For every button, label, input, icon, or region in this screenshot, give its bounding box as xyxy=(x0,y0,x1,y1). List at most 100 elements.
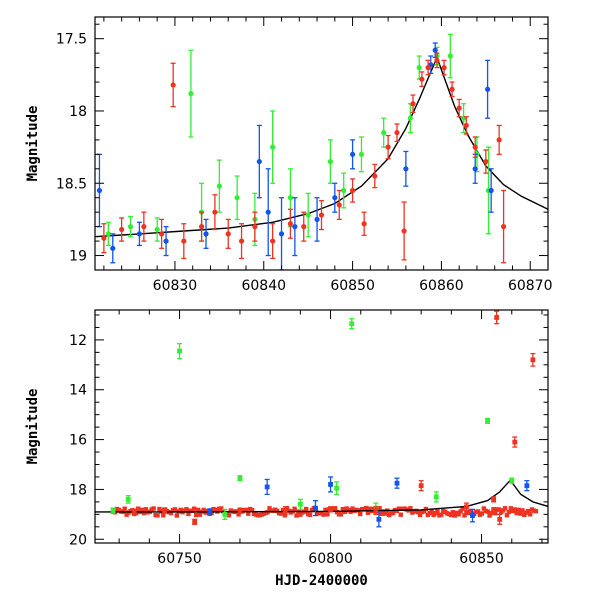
band-point xyxy=(377,505,382,511)
band-point xyxy=(516,507,521,513)
band-point xyxy=(533,509,539,514)
x-tick-label: 60830 xyxy=(153,278,198,294)
data-point xyxy=(341,187,347,194)
data-point xyxy=(318,212,325,218)
data-point xyxy=(301,224,307,230)
band-point xyxy=(435,509,440,514)
band-point xyxy=(475,509,481,514)
data-point xyxy=(332,195,338,201)
band-point xyxy=(439,512,444,517)
band-point xyxy=(172,507,178,512)
y-tick-label: 18 xyxy=(69,482,87,498)
data-point xyxy=(419,76,425,82)
data-point xyxy=(105,231,111,237)
data-point xyxy=(464,504,469,510)
y-axis-label: Magnitude xyxy=(25,106,41,182)
data-point xyxy=(385,144,391,150)
band-point xyxy=(294,513,299,518)
data-point xyxy=(265,209,271,215)
data-point xyxy=(416,65,422,71)
data-point xyxy=(256,158,262,165)
band-point xyxy=(201,507,207,513)
band-point xyxy=(468,508,473,514)
data-point xyxy=(264,484,270,490)
band-point xyxy=(155,513,160,518)
data-point xyxy=(463,122,469,129)
data-point xyxy=(381,130,387,136)
band-point xyxy=(502,506,508,511)
data-point xyxy=(372,173,378,179)
band-point xyxy=(450,509,456,515)
data-point xyxy=(472,144,478,150)
y-tick-label: 12 xyxy=(69,333,87,349)
data-point xyxy=(410,101,416,107)
band-point xyxy=(396,506,402,511)
band-point xyxy=(479,511,485,516)
y-tick-label: 20 xyxy=(69,532,87,548)
data-point xyxy=(449,86,455,92)
band-point xyxy=(186,511,191,517)
data-point xyxy=(483,158,489,165)
band-point xyxy=(456,512,461,517)
axes-frame xyxy=(94,309,549,544)
band-point xyxy=(325,512,330,517)
data-point xyxy=(349,321,355,327)
band-point xyxy=(321,512,326,517)
x-tick-label: 60840 xyxy=(241,278,286,294)
data-point xyxy=(524,483,530,489)
band-point xyxy=(219,506,224,511)
band-point xyxy=(448,512,454,518)
y-tick-label: 16 xyxy=(69,433,87,449)
band-point xyxy=(489,510,494,516)
band-point xyxy=(518,511,523,516)
x-axis-label: HJD-2400000 xyxy=(275,573,368,589)
band-point xyxy=(267,506,272,511)
band-point xyxy=(520,508,525,513)
data-point xyxy=(313,505,318,511)
data-point xyxy=(141,224,147,230)
band-point xyxy=(168,510,174,516)
band-point xyxy=(452,513,458,518)
band-point xyxy=(481,506,486,511)
data-point xyxy=(198,224,205,230)
x-tick-label: 60850 xyxy=(330,278,375,294)
data-point xyxy=(110,245,116,251)
data-point xyxy=(287,221,294,227)
data-point xyxy=(530,357,536,363)
data-point xyxy=(447,53,453,59)
band-point xyxy=(338,512,344,517)
data-point xyxy=(327,158,333,165)
data-point xyxy=(314,216,320,222)
band-point xyxy=(178,507,183,513)
band-point xyxy=(398,512,403,517)
data-point xyxy=(418,483,424,489)
band-point xyxy=(485,509,490,514)
data-point xyxy=(485,86,491,92)
data-point xyxy=(358,151,365,157)
data-point xyxy=(336,202,342,208)
data-point xyxy=(373,508,379,514)
band-point xyxy=(192,506,197,511)
band-point xyxy=(358,511,363,517)
plot-area xyxy=(95,310,548,528)
band-point xyxy=(363,505,369,511)
axes-frame xyxy=(94,16,549,271)
data-point xyxy=(496,137,502,143)
band-point xyxy=(421,509,427,514)
y-tick-label: 18.5 xyxy=(56,176,87,192)
data-point xyxy=(287,195,294,201)
band-point xyxy=(249,507,255,513)
data-point xyxy=(270,144,276,150)
band-point xyxy=(383,511,388,516)
band-point xyxy=(497,507,502,512)
data-point xyxy=(159,231,165,237)
data-point xyxy=(394,480,400,486)
data-point xyxy=(488,187,494,194)
data-point xyxy=(297,501,303,507)
band-point xyxy=(462,513,467,518)
data-point xyxy=(441,65,447,71)
band-point xyxy=(278,511,284,516)
data-point xyxy=(237,475,243,481)
